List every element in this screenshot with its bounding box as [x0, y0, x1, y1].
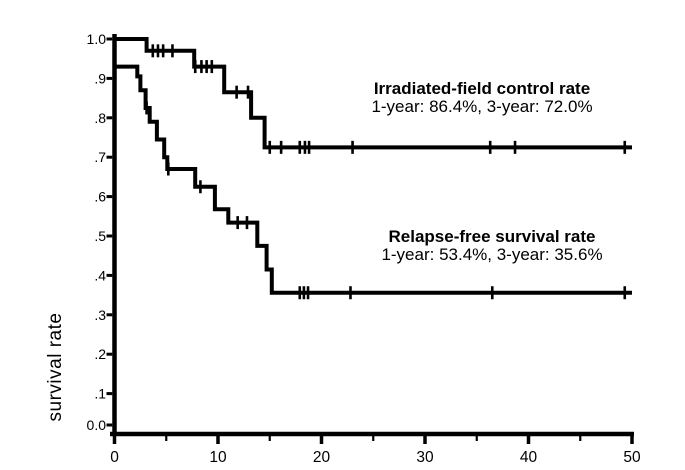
x-axis-tick-label: 20 [313, 449, 331, 466]
x-axis-tick-label: 0 [110, 449, 119, 466]
survival-curve-irradiated-field-control [114, 37, 632, 150]
y-axis-tick-label: 1.0 [87, 31, 107, 47]
y-axis-title: survival rate [45, 312, 66, 422]
x-axis-tick-label: 50 [623, 449, 641, 466]
annotation-relapse-title: Relapse-free survival rate [388, 227, 596, 246]
y-axis-tick-label: .1 [94, 386, 106, 402]
y-axis-tick-label: .4 [94, 267, 106, 283]
x-axis-tick-label: 30 [416, 449, 434, 466]
y-axis-tick-label: .7 [94, 149, 106, 165]
y-axis-tick-label: .5 [94, 228, 106, 244]
annotation-irradiated-field: Irradiated-field control rate 1-year: 86… [352, 80, 612, 116]
y-axis-tick-label: .8 [94, 110, 106, 126]
y-axis-tick-label: .6 [94, 189, 106, 205]
annotation-irradiated-title: Irradiated-field control rate [373, 79, 591, 98]
x-axis-tick-label: 40 [520, 449, 538, 466]
y-axis-tick-label: .2 [94, 346, 106, 362]
annotation-relapse-stats: 1-year: 53.4%, 3-year: 35.6% [381, 245, 603, 264]
y-axis-tick-label: .9 [94, 70, 106, 86]
y-axis-tick-label: .3 [94, 307, 106, 323]
x-axis-tick-label: 10 [209, 449, 227, 466]
y-axis-tick-label: 0.0 [87, 417, 107, 433]
annotation-relapse-free: Relapse-free survival rate 1-year: 53.4%… [362, 228, 622, 264]
annotation-irradiated-stats: 1-year: 86.4%, 3-year: 72.0% [371, 97, 593, 116]
